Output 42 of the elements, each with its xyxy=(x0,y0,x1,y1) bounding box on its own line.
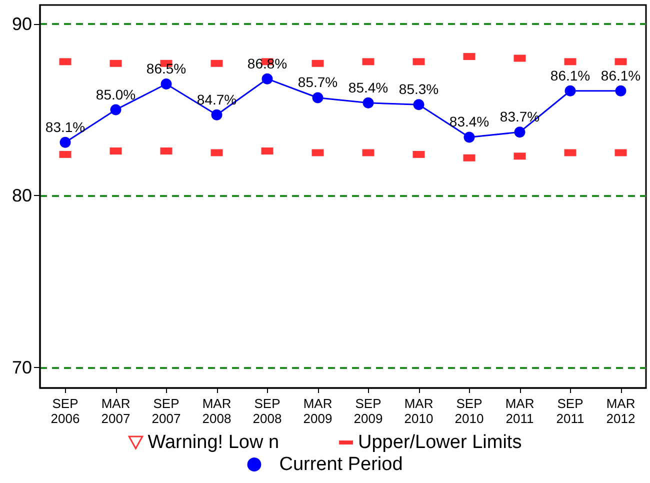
point xyxy=(110,104,122,116)
point xyxy=(615,85,626,96)
data-label: 85.7% xyxy=(298,74,338,90)
x-tick-label: MAR 2011 xyxy=(505,396,534,426)
x-tick-label: SEP 2006 xyxy=(50,396,80,426)
point xyxy=(464,132,475,143)
x-tick-label: SEP 2010 xyxy=(454,396,484,426)
data-label: 85.3% xyxy=(398,81,439,98)
data-label: 86.8% xyxy=(247,55,288,72)
point xyxy=(211,109,222,120)
data-label: 83.4% xyxy=(449,114,490,130)
x-tick-label: SEP 2009 xyxy=(354,396,383,426)
point xyxy=(362,97,374,108)
legend-label: Current Period xyxy=(279,454,403,475)
x-tick-label: MAR 2009 xyxy=(303,396,332,426)
data-label: 83.7% xyxy=(500,108,540,125)
point xyxy=(312,92,324,104)
x-tick-label: MAR 2010 xyxy=(404,396,434,426)
data-label: 85.4% xyxy=(348,79,388,96)
data-label: 86.1% xyxy=(550,67,590,84)
y-tick-label: 70 xyxy=(12,357,32,378)
x-tick-label: SEP 2011 xyxy=(556,396,584,426)
point xyxy=(160,78,172,90)
y-tick-label: 80 xyxy=(12,186,32,206)
point xyxy=(60,136,71,148)
data-label: 84.7% xyxy=(196,91,237,108)
data-label: 86.5% xyxy=(146,60,186,77)
x-tick-label: SEP 2007 xyxy=(152,396,181,426)
x-tick-label: MAR 2007 xyxy=(101,396,130,426)
point xyxy=(564,85,576,96)
point xyxy=(262,73,273,84)
legend-label: Warning! Low n xyxy=(148,432,280,453)
x-tick-label: SEP 2008 xyxy=(252,396,282,426)
point xyxy=(413,99,424,110)
data-label: 86.1% xyxy=(600,67,641,84)
point xyxy=(514,126,526,138)
legend-label: Upper/Lower Limits xyxy=(358,432,522,453)
data-label: 85.0% xyxy=(96,86,136,102)
x-tick-label: MAR 2012 xyxy=(606,396,636,426)
data-label: 83.1% xyxy=(45,118,86,135)
x-tick-label: MAR 2008 xyxy=(202,396,232,426)
y-tick-label: 90 xyxy=(12,14,32,34)
